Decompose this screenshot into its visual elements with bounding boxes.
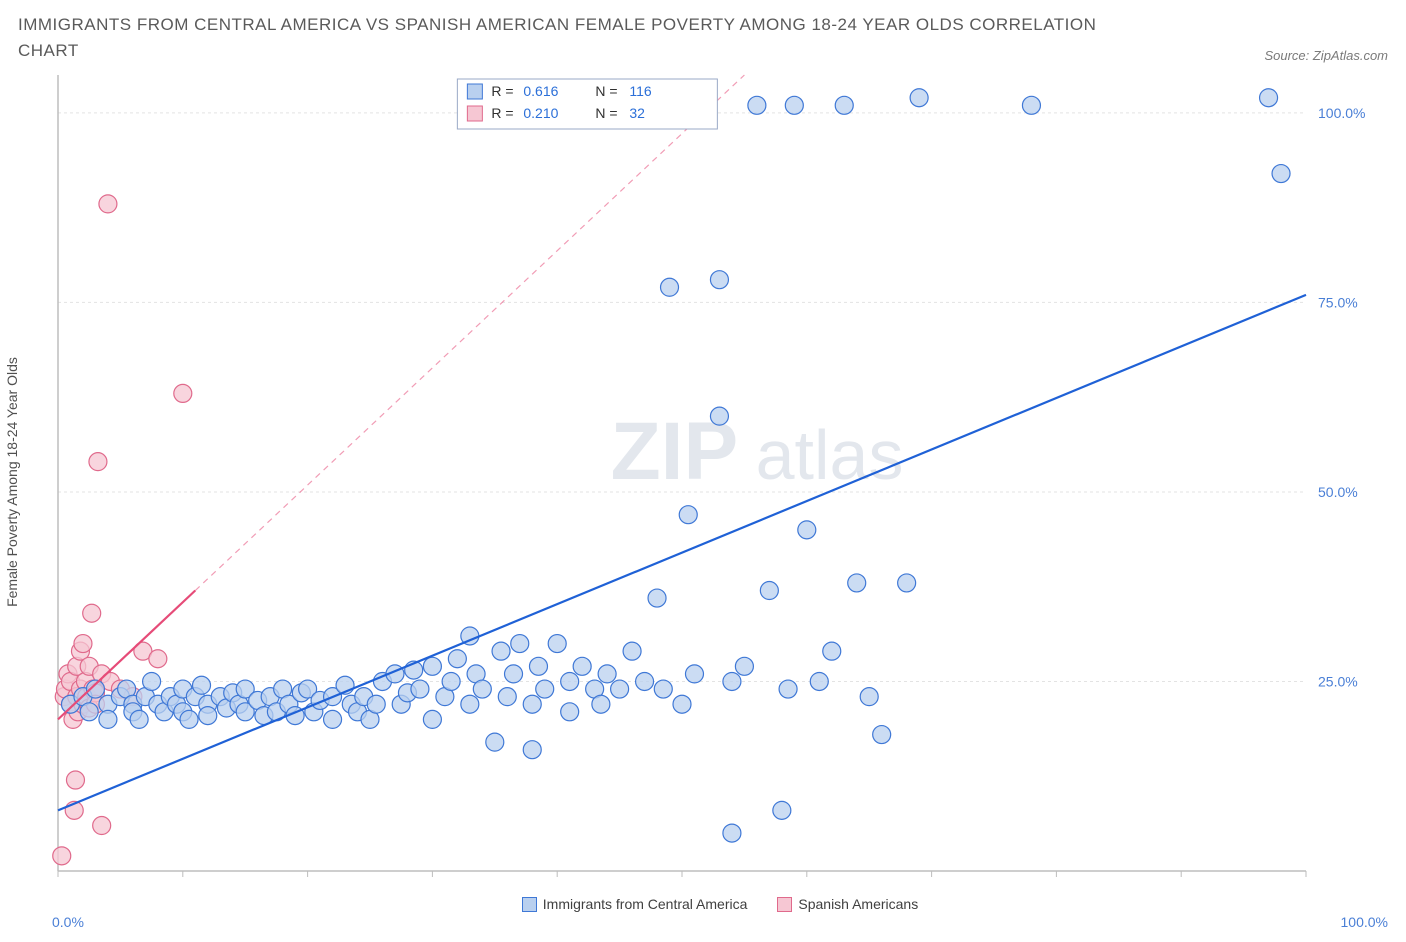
legend-label-blue: Immigrants from Central America	[543, 896, 748, 912]
source-credit: Source: ZipAtlas.com	[1264, 48, 1388, 63]
legend-swatch-blue	[522, 897, 537, 912]
svg-text:R =: R =	[491, 83, 513, 99]
svg-text:0.616: 0.616	[523, 83, 558, 99]
chart-title: IMMIGRANTS FROM CENTRAL AMERICA VS SPANI…	[18, 12, 1118, 63]
svg-text:atlas: atlas	[756, 416, 904, 494]
svg-text:25.0%: 25.0%	[1318, 673, 1358, 689]
legend-item-pink: Spanish Americans	[777, 896, 918, 912]
svg-text:R =: R =	[491, 105, 513, 121]
scatter-plot: 25.0%50.0%75.0%100.0%ZIPatlasR =0.616N =…	[52, 69, 1382, 889]
svg-text:N =: N =	[595, 105, 617, 121]
x-axis-end-labels: 0.0% 100.0%	[52, 914, 1388, 930]
legend-label-pink: Spanish Americans	[798, 896, 918, 912]
legend-item-blue: Immigrants from Central America	[522, 896, 748, 912]
y-axis-label: Female Poverty Among 18-24 Year Olds	[4, 357, 20, 607]
svg-text:100.0%: 100.0%	[1318, 105, 1365, 121]
svg-text:N =: N =	[595, 83, 617, 99]
svg-text:116: 116	[629, 83, 652, 99]
legend-swatch-pink	[777, 897, 792, 912]
svg-text:32: 32	[629, 105, 645, 121]
svg-text:50.0%: 50.0%	[1318, 484, 1358, 500]
x-axis-end: 100.0%	[1341, 914, 1388, 930]
bottom-legend: Immigrants from Central America Spanish …	[52, 896, 1388, 912]
svg-text:0.210: 0.210	[523, 105, 558, 121]
svg-text:75.0%: 75.0%	[1318, 294, 1358, 310]
x-axis-start: 0.0%	[52, 914, 84, 930]
